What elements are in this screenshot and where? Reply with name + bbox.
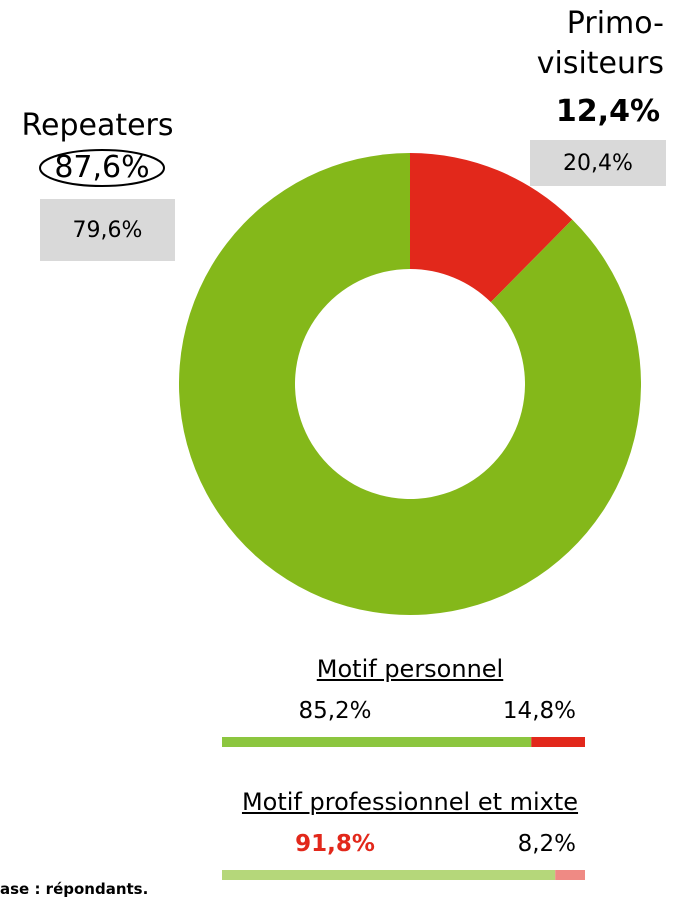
bar-segment — [222, 870, 556, 880]
value-label: 8,2% — [517, 831, 576, 857]
value-label: 91,8% — [295, 831, 375, 857]
highlight-ring — [39, 149, 165, 187]
value-label: 87,6% — [54, 150, 150, 185]
value-label: 12,4% — [555, 94, 660, 129]
bar-segment — [222, 737, 532, 747]
value-label: 85,2% — [298, 698, 372, 724]
value-label: 14,8% — [502, 698, 576, 724]
category-label: Repeaters — [21, 108, 174, 143]
bar-segment — [531, 737, 585, 747]
donut-segment — [410, 153, 573, 303]
reference-label: 79,6% — [40, 199, 175, 261]
bar-segment — [555, 870, 585, 880]
bar-title: Motif professionnel et mixte — [241, 788, 579, 816]
reference-label: 20,4% — [530, 140, 666, 186]
donut-segment — [178, 153, 641, 615]
category-label: Primo-visiteurs — [536, 6, 664, 81]
bar-title: Motif personnel — [316, 655, 504, 683]
footnote: ase : répondants. — [0, 880, 149, 898]
